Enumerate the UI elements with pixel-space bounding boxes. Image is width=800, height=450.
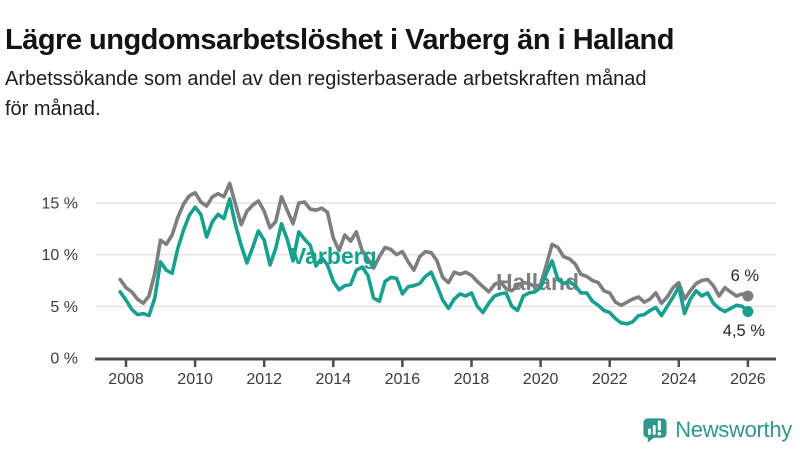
subtitle-line-2: för månad. [5, 98, 101, 120]
x-tick-label: 2016 [385, 371, 421, 388]
series-end-value-halland: 6 % [731, 267, 760, 285]
series-end-value-varberg: 4,5 % [723, 322, 766, 340]
brand-name: Newsworthy [675, 416, 792, 442]
chart-subtitle: Arbetssökande som andel av den registerb… [5, 64, 765, 124]
x-tick-label: 2024 [661, 371, 697, 388]
y-tick-label: 5 % [50, 299, 78, 316]
x-tick-label: 2008 [108, 371, 144, 388]
page-title: Lägre ungdomsarbetslöshet i Varberg än i… [5, 24, 674, 57]
y-tick-label: 0 % [50, 351, 78, 368]
x-tick-label: 2010 [177, 371, 213, 388]
bar-tall [652, 425, 656, 435]
subtitle-line-1: Arbetssökande som andel av den registerb… [5, 68, 647, 90]
series-line-halland [118, 181, 750, 308]
newsworthy-icon [643, 418, 667, 443]
x-tick-label: 2018 [454, 371, 490, 388]
series-end-dot-varberg [742, 306, 754, 318]
x-tick-label: 2022 [592, 371, 628, 388]
series-line-varberg [118, 197, 750, 326]
exclamation-dot [657, 431, 662, 436]
series-end-dot-halland [742, 290, 754, 302]
x-tick-label: 2014 [316, 371, 352, 388]
x-tick-label: 2026 [730, 371, 766, 388]
exclamation-bar [657, 420, 662, 431]
x-tick-label: 2012 [246, 371, 282, 388]
series-label-varberg: Varberg [291, 243, 377, 269]
y-tick-label: 10 % [42, 247, 78, 264]
bar-small [648, 428, 652, 435]
newsworthy-logo[interactable]: Newsworthy [641, 416, 792, 443]
y-tick-label: 15 % [42, 196, 78, 213]
x-tick-label: 2020 [523, 371, 559, 388]
